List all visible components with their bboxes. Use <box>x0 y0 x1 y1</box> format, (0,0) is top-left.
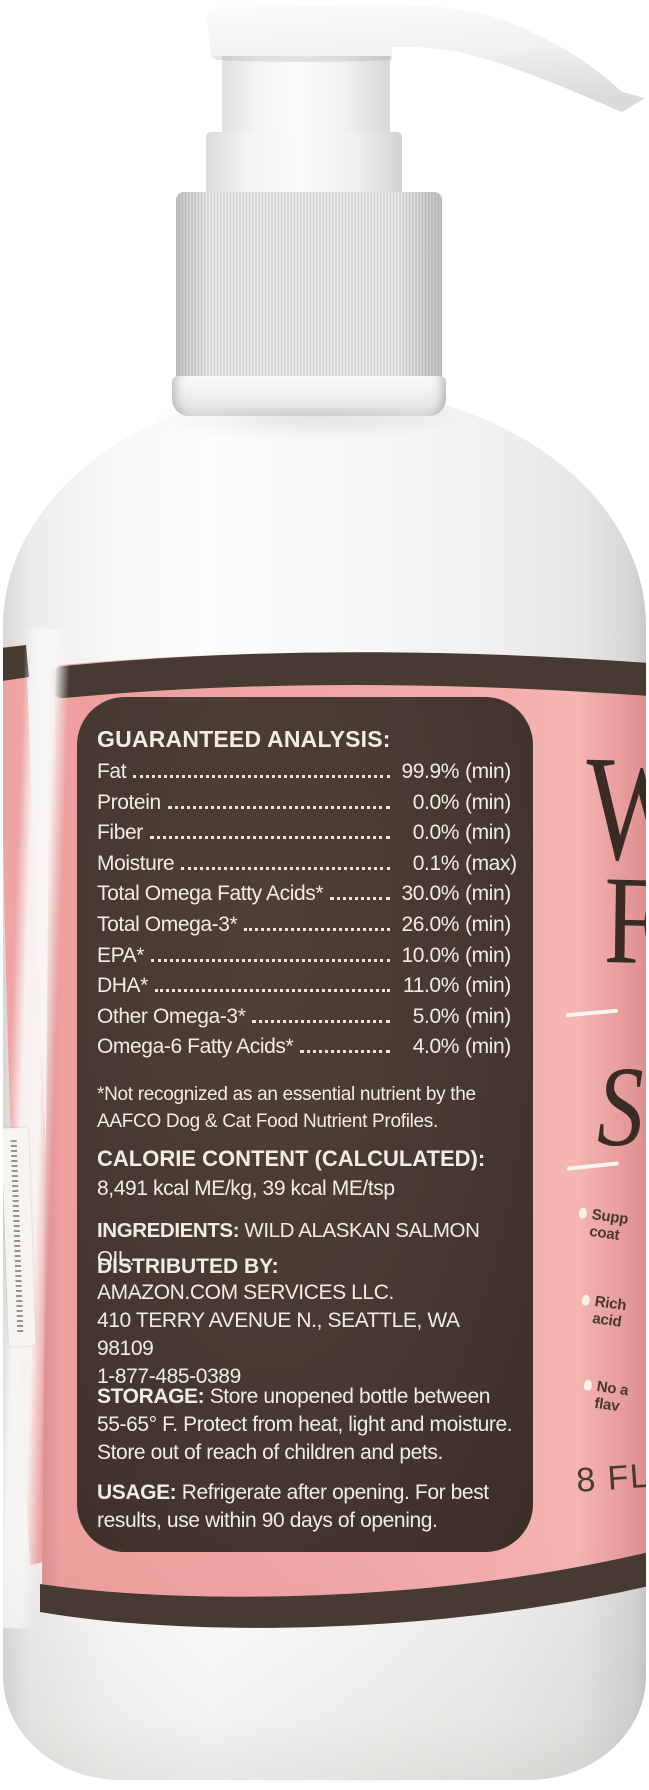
analysis-limit: (min) <box>465 943 511 967</box>
dot-leader <box>181 866 390 870</box>
distributor-name: AMAZON.COM SERVICES LLC. <box>97 1281 394 1304</box>
pump-head-underside-shadow <box>211 56 392 62</box>
calorie-content-heading: CALORIE CONTENT (CALCULATED): <box>97 1146 486 1171</box>
storage-line2: 55-65° F. Protect from heat, light and m… <box>97 1413 513 1436</box>
dot-leader <box>133 775 390 778</box>
analysis-label: Total Omega-3* <box>97 912 238 936</box>
calorie-content-value: 8,491 kcal ME/kg, 39 kcal ME/tsp <box>97 1177 395 1200</box>
pump-collar-ring <box>206 132 402 196</box>
pump-stem <box>222 44 390 138</box>
analysis-value: 0.0% <box>412 790 460 814</box>
front-label-bullet-1: Supp coat <box>578 1206 629 1245</box>
storage-block: STORAGE: Store unopened bottle between 5… <box>97 1383 517 1467</box>
storage-line3: Store out of reach of children and pets. <box>97 1441 443 1464</box>
analysis-limit: (min) <box>465 974 511 998</box>
analysis-label: Other Omega-3* <box>97 1004 246 1028</box>
dot-leader <box>244 927 390 931</box>
storage-heading: STORAGE: <box>97 1385 205 1408</box>
guaranteed-analysis-table: Fat 99.9% (min) Protein 0.0% (min) Fiber 0.0%… <box>97 760 517 1066</box>
distributor-phone: 1-877-485-0389 <box>97 1365 241 1388</box>
usage-line1: Refrigerate after opening. For best <box>176 1481 489 1504</box>
aafco-footnote-line2: AAFCO Dog & Cat Food Nutrient Profiles. <box>97 1111 438 1132</box>
dot-leader <box>149 836 390 840</box>
ingredients-line: INGREDIENTS: WILD ALASKAN SALMON OIL. <box>97 1217 517 1273</box>
label-top-brown-band <box>52 652 646 699</box>
label-bottom-brown-band <box>40 1552 646 1628</box>
analysis-label: DHA* <box>97 974 148 998</box>
analysis-value: 30.0% <box>401 882 459 906</box>
analysis-limit: (min) <box>465 760 511 783</box>
analysis-label: Total Omega Fatty Acids* <box>97 882 324 906</box>
front-label-bullet-3: No a flav <box>583 1378 629 1416</box>
code-strip-marks <box>10 1140 24 1333</box>
dot-leader <box>154 989 390 993</box>
ingredients-value: WILD ALASKAN SALMON OIL. <box>97 1219 480 1270</box>
ingredients-heading: INGREDIENTS: <box>97 1219 240 1242</box>
analysis-row: EPA* 10.0% (min) <box>97 944 517 975</box>
analysis-value: 5.0% <box>412 1004 460 1028</box>
analysis-value: 4.0% <box>412 1035 460 1059</box>
front-label-size-text: 8 FL O <box>575 1454 646 1500</box>
analysis-value: 11.0% <box>403 974 459 998</box>
pump-spout-shape <box>206 5 645 112</box>
analysis-row: Moisture 0.1% (max) <box>97 852 517 883</box>
analysis-row: Fat 99.9% (min) <box>97 760 517 791</box>
analysis-row: Protein 0.0% (min) <box>97 791 517 822</box>
dot-leader <box>167 805 390 809</box>
analysis-label: Protein <box>97 790 161 814</box>
aafco-footnote: *Not recognized as an essential nutrient… <box>97 1081 517 1135</box>
analysis-limit: (min) <box>465 1035 511 1059</box>
analysis-limit: (min) <box>465 882 511 906</box>
analysis-row: DHA* 11.0% (min) <box>97 974 517 1005</box>
front-label-letter-f: F <box>603 851 646 992</box>
analysis-value: 26.0% <box>401 912 459 936</box>
aafco-footnote-line1: *Not recognized as an essential nutrient… <box>97 1084 476 1105</box>
analysis-label: Omega-6 Fatty Acids* <box>97 1035 294 1059</box>
dot-leader <box>300 1050 390 1054</box>
analysis-limit: (min) <box>465 790 511 814</box>
dot-leader <box>330 897 390 901</box>
analysis-limit: (min) <box>465 912 511 936</box>
distributed-by-heading: DISTRIBUTED BY: <box>97 1255 279 1278</box>
dot-leader <box>252 1019 390 1023</box>
back-label-info-panel: GUARANTEED ANALYSIS: Fat 99.9% (min) Prote… <box>77 697 533 1552</box>
pump-head-and-spout <box>206 5 645 112</box>
guaranteed-analysis-heading: GUARANTEED ANALYSIS: <box>97 726 391 752</box>
analysis-label: Fat <box>97 760 127 783</box>
front-label-letter-s: S <box>597 1043 644 1170</box>
analysis-label: Fiber <box>97 821 143 845</box>
analysis-label: EPA* <box>97 943 145 967</box>
analysis-limit: (min) <box>465 821 511 845</box>
analysis-row: Omega-6 Fatty Acids* 4.0% (min) <box>97 1035 517 1066</box>
analysis-limit: (min) <box>465 1004 511 1028</box>
analysis-label: Moisture <box>97 851 175 875</box>
front-label-bullet-2: Rich acid <box>581 1293 627 1331</box>
analysis-row: Other Omega-3* 5.0% (min) <box>97 1005 517 1036</box>
analysis-limit: (max) <box>465 851 517 875</box>
analysis-value: 10.0% <box>401 943 459 967</box>
dot-leader <box>151 958 390 962</box>
pump-closure-lip <box>172 376 446 416</box>
bottle-body: GUARANTEED ANALYSIS: Fat 99.9% (min) Prote… <box>3 388 646 1780</box>
pump-ribbed-closure <box>176 192 442 382</box>
analysis-value: 99.9% <box>401 760 459 783</box>
distributed-by-block: DISTRIBUTED BY: AMAZON.COM SERVICES LLC.… <box>97 1255 517 1391</box>
analysis-value: 0.1% <box>412 851 460 875</box>
analysis-row: Total Omega-3* 26.0% (min) <box>97 913 517 944</box>
usage-block: USAGE: Refrigerate after opening. For be… <box>97 1479 517 1535</box>
analysis-value: 0.0% <box>412 821 460 845</box>
shoulder-shadow <box>152 408 468 442</box>
usage-line2: results, use within 90 days of opening. <box>97 1509 438 1532</box>
usage-heading: USAGE: <box>97 1481 177 1504</box>
analysis-row: Total Omega Fatty Acids* 30.0% (min) <box>97 882 517 913</box>
distributor-address: 410 TERRY AVENUE N., SEATTLE, WA 98109 <box>97 1309 459 1360</box>
bottle-bottom-shading <box>3 1538 646 1780</box>
analysis-row: Fiber 0.0% (min) <box>97 821 517 852</box>
storage-line1: Store unopened bottle between <box>204 1385 491 1408</box>
